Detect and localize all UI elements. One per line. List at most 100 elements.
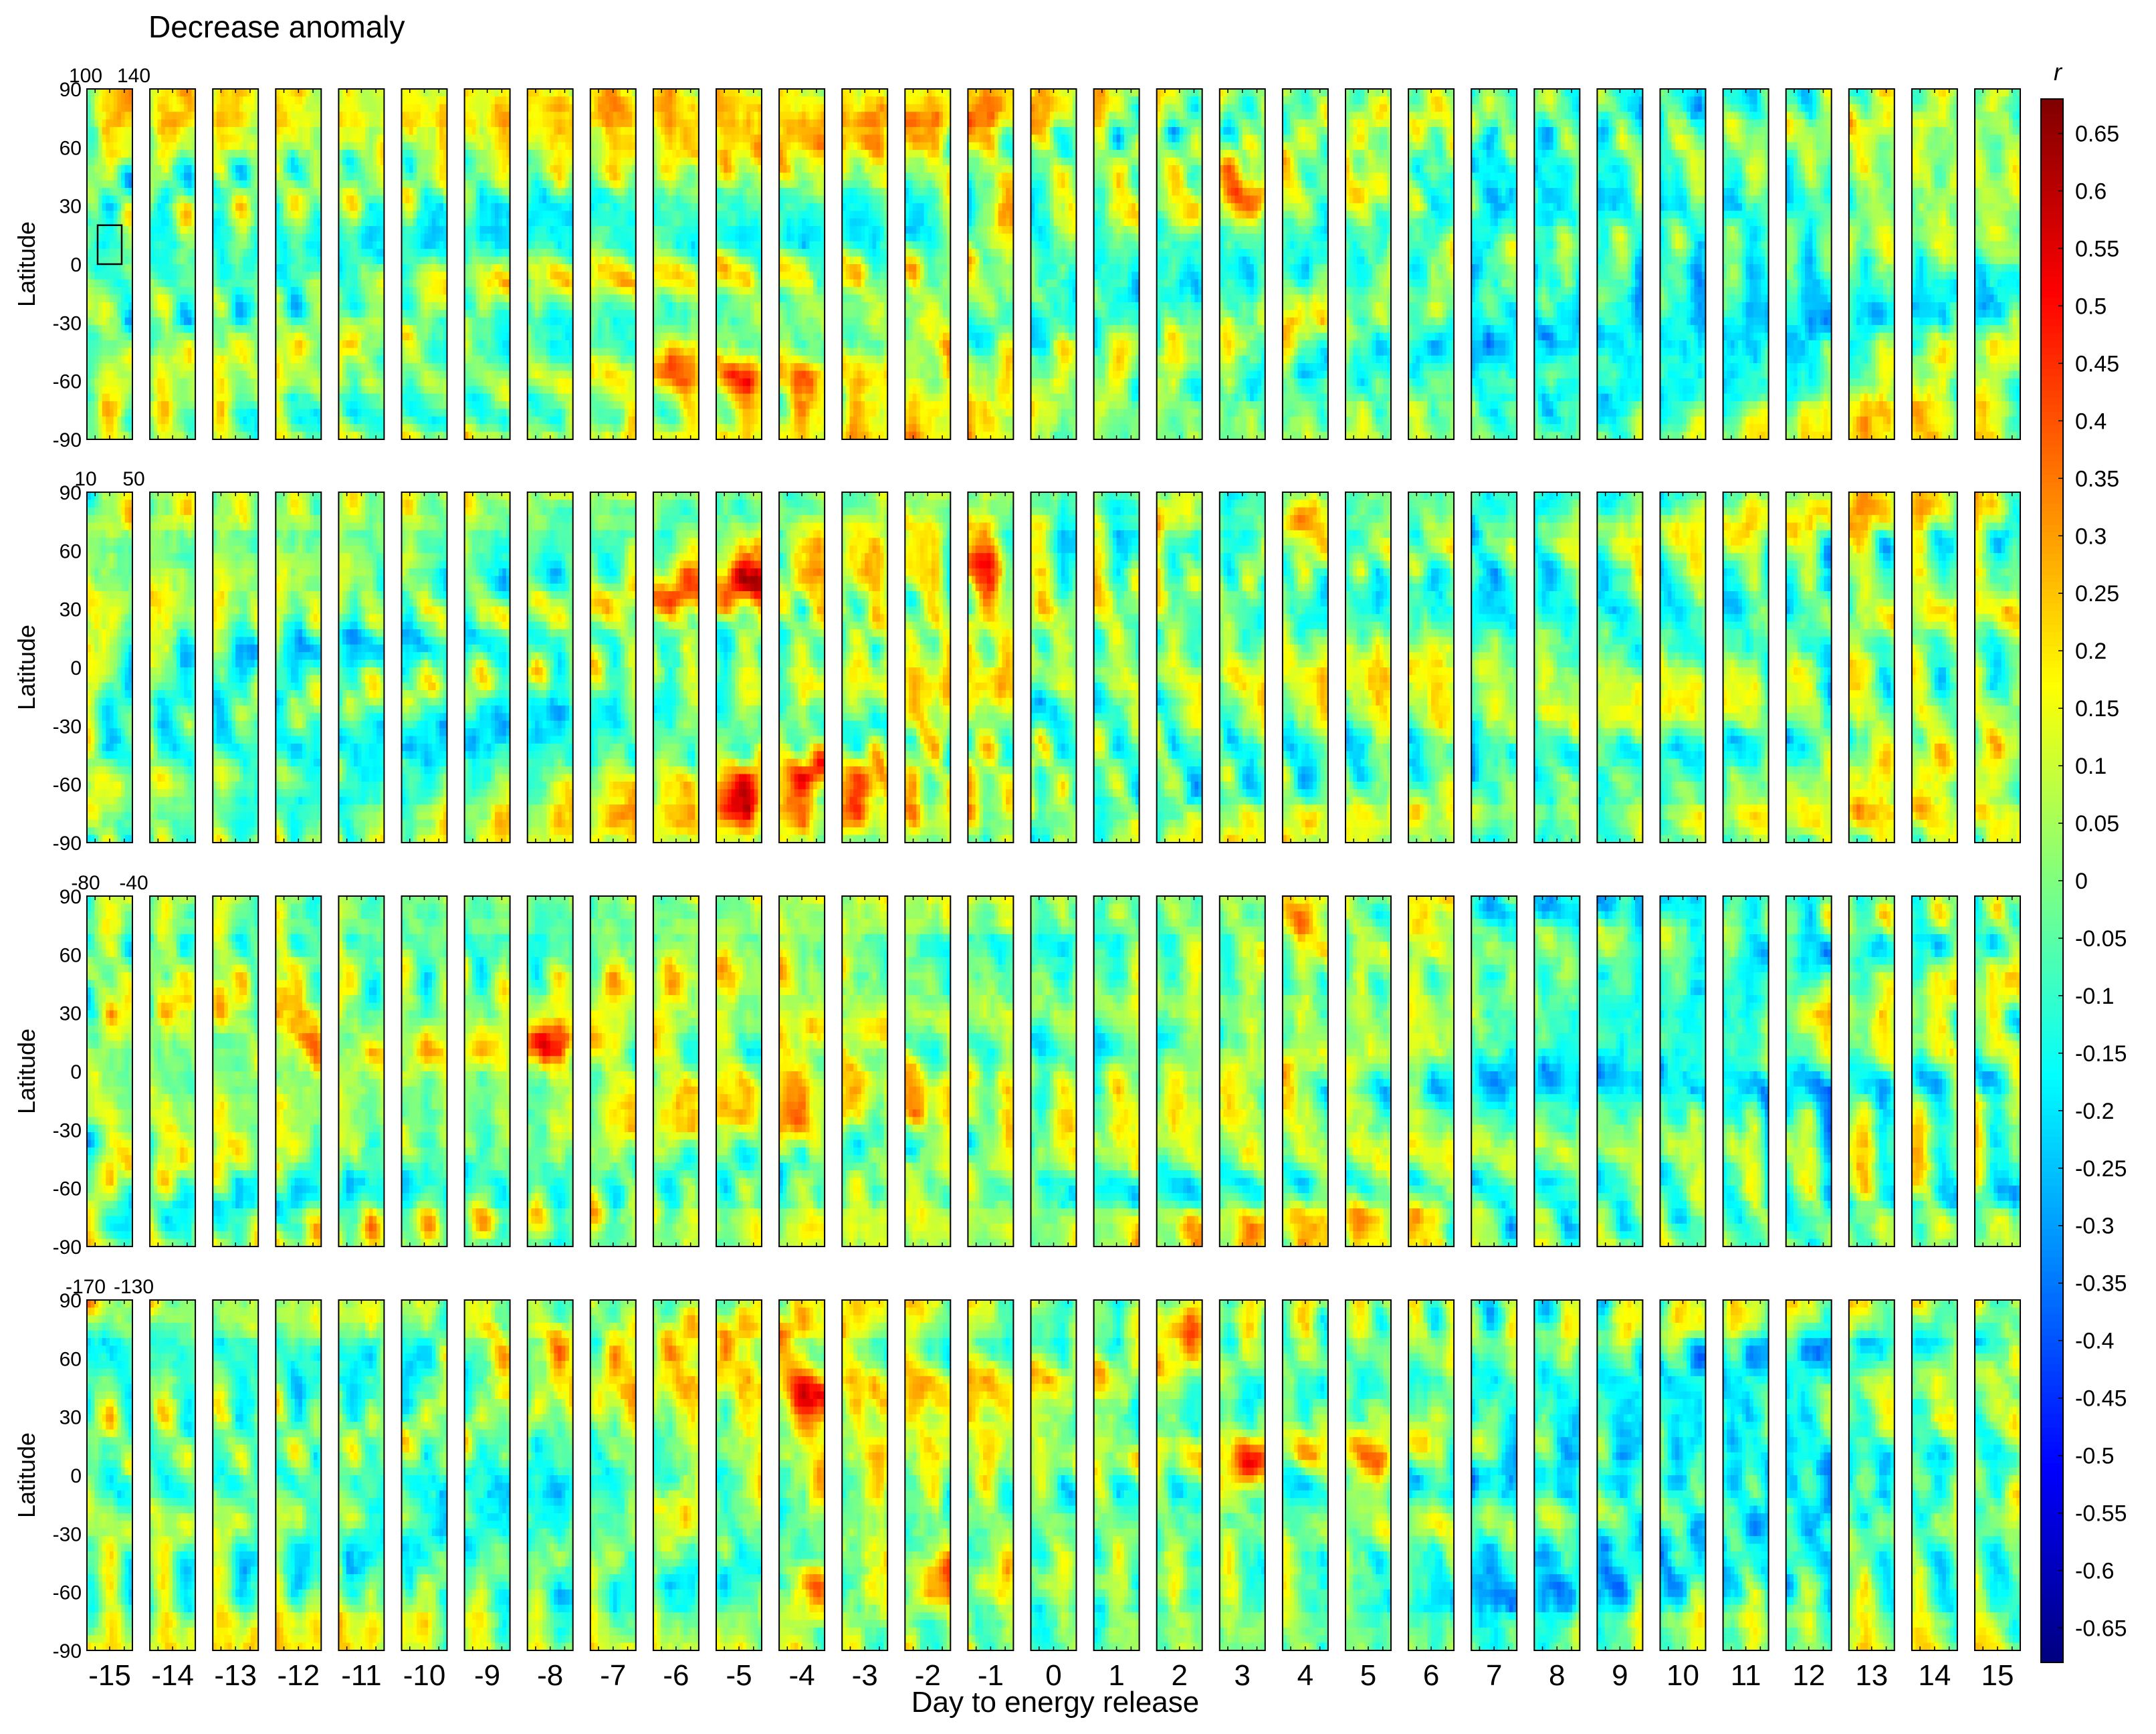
heatmap-cell: [102, 89, 106, 97]
heatmap-cell: [98, 241, 102, 249]
heatmap-cell: [114, 409, 118, 417]
heatmap-cell: [106, 318, 110, 326]
heatmap-cell: [102, 409, 106, 417]
heatmap-cell: [114, 233, 118, 241]
heatmap-cell: [121, 142, 125, 150]
heatmap-cell: [106, 356, 110, 364]
heatmap-cell: [188, 96, 192, 104]
heatmap-cell: [106, 348, 110, 356]
heatmap-cell: [121, 195, 125, 203]
heatmap-cell: [106, 112, 110, 120]
heatmap-cell: [98, 249, 102, 257]
heatmap-cell: [98, 280, 102, 288]
heatmap-cell: [114, 394, 118, 402]
heatmap-cell: [91, 264, 95, 272]
heatmap-cell: [110, 378, 114, 387]
heatmap-cell: [114, 181, 118, 189]
heatmap-cell: [91, 378, 95, 387]
heatmap-cell: [110, 249, 114, 257]
heatmap-cell: [91, 417, 95, 425]
heatmap-cell: [98, 340, 102, 348]
heatmap-cell: [121, 295, 125, 303]
heatmap-cell: [94, 318, 98, 326]
heatmap-cell: [110, 233, 114, 241]
heatmap-cell: [125, 134, 129, 142]
heatmap-cell: [102, 150, 106, 158]
heatmap-cell: [91, 295, 95, 303]
heatmap-cell: [117, 203, 121, 211]
heatmap-cell: [98, 188, 102, 196]
heatmap-cell: [91, 226, 95, 234]
heatmap-cell: [110, 142, 114, 150]
heatmap-cell: [125, 287, 129, 295]
heatmap-cell: [114, 333, 118, 341]
heatmap-cell: [117, 363, 121, 371]
heatmap-cell: [117, 280, 121, 288]
lat-tick-label: 30: [60, 196, 82, 218]
heatmap-cell: [98, 112, 102, 120]
heatmap-cell: [114, 203, 118, 211]
heatmap-cell: [98, 348, 102, 356]
heatmap-cell: [114, 401, 118, 409]
lat-tick-label: -90: [53, 429, 82, 451]
figure: Decrease anomaly Day to energy release r…: [0, 0, 2156, 1734]
heatmap-cell: [114, 432, 118, 440]
heatmap-cell: [102, 211, 106, 219]
heatmap-cell: [98, 378, 102, 387]
heatmap-cell: [125, 257, 129, 265]
heatmap-cell: [106, 287, 110, 295]
heatmap-cell: [91, 104, 95, 112]
heatmap-cell: [125, 181, 129, 189]
heatmap-cell: [121, 302, 125, 310]
heatmap-cell: [125, 363, 129, 371]
heatmap-cell: [106, 424, 110, 432]
heatmap-cell: [161, 96, 165, 104]
heatmap-cell: [117, 211, 121, 219]
heatmap-cell: [110, 226, 114, 234]
heatmap-cell: [117, 409, 121, 417]
heatmap-cell: [110, 188, 114, 196]
heatmap-cell: [94, 272, 98, 280]
heatmap-cell: [121, 409, 125, 417]
heatmap-cell: [98, 310, 102, 318]
heatmap-cell: [102, 417, 106, 425]
heatmap-cell: [94, 370, 98, 378]
heatmap-cell: [114, 287, 118, 295]
heatmap-cell: [125, 233, 129, 241]
heatmap-cell: [114, 165, 118, 173]
heatmap-cell: [121, 134, 125, 142]
heatmap-cell: [91, 348, 95, 356]
heatmap-cell: [165, 96, 169, 104]
heatmap-cell: [91, 150, 95, 158]
heatmap-cell: [94, 165, 98, 173]
heatmap-cell: [117, 378, 121, 387]
heatmap-cell: [114, 104, 118, 112]
heatmap-cell: [117, 249, 121, 257]
heatmap-cell: [102, 432, 106, 440]
heatmap-cell: [169, 104, 173, 112]
heatmap-cell: [121, 272, 125, 280]
heatmap-cell: [125, 219, 129, 227]
heatmap-cell: [110, 370, 114, 378]
heatmap-cell: [110, 264, 114, 272]
heatmap-cell: [125, 401, 129, 409]
heatmap-cell: [121, 188, 125, 196]
heatmap-cell: [125, 264, 129, 272]
heatmap-cell: [110, 272, 114, 280]
heatmap-cell: [98, 356, 102, 364]
heatmap-cell: [102, 127, 106, 135]
heatmap-cell: [121, 340, 125, 348]
heatmap-cell: [161, 104, 165, 112]
heatmap-cell: [91, 165, 95, 173]
heatmap-cell: [110, 150, 114, 158]
heatmap-cell: [110, 158, 114, 166]
heatmap-cell: [94, 401, 98, 409]
heatmap-cell: [91, 158, 95, 166]
heatmap-cell: [125, 295, 129, 303]
heatmap-cell: [98, 363, 102, 371]
heatmap-cell: [106, 340, 110, 348]
lat-tick-label: 0: [70, 254, 82, 276]
lon-range-label: 140: [117, 65, 150, 87]
heatmap-cell: [114, 295, 118, 303]
